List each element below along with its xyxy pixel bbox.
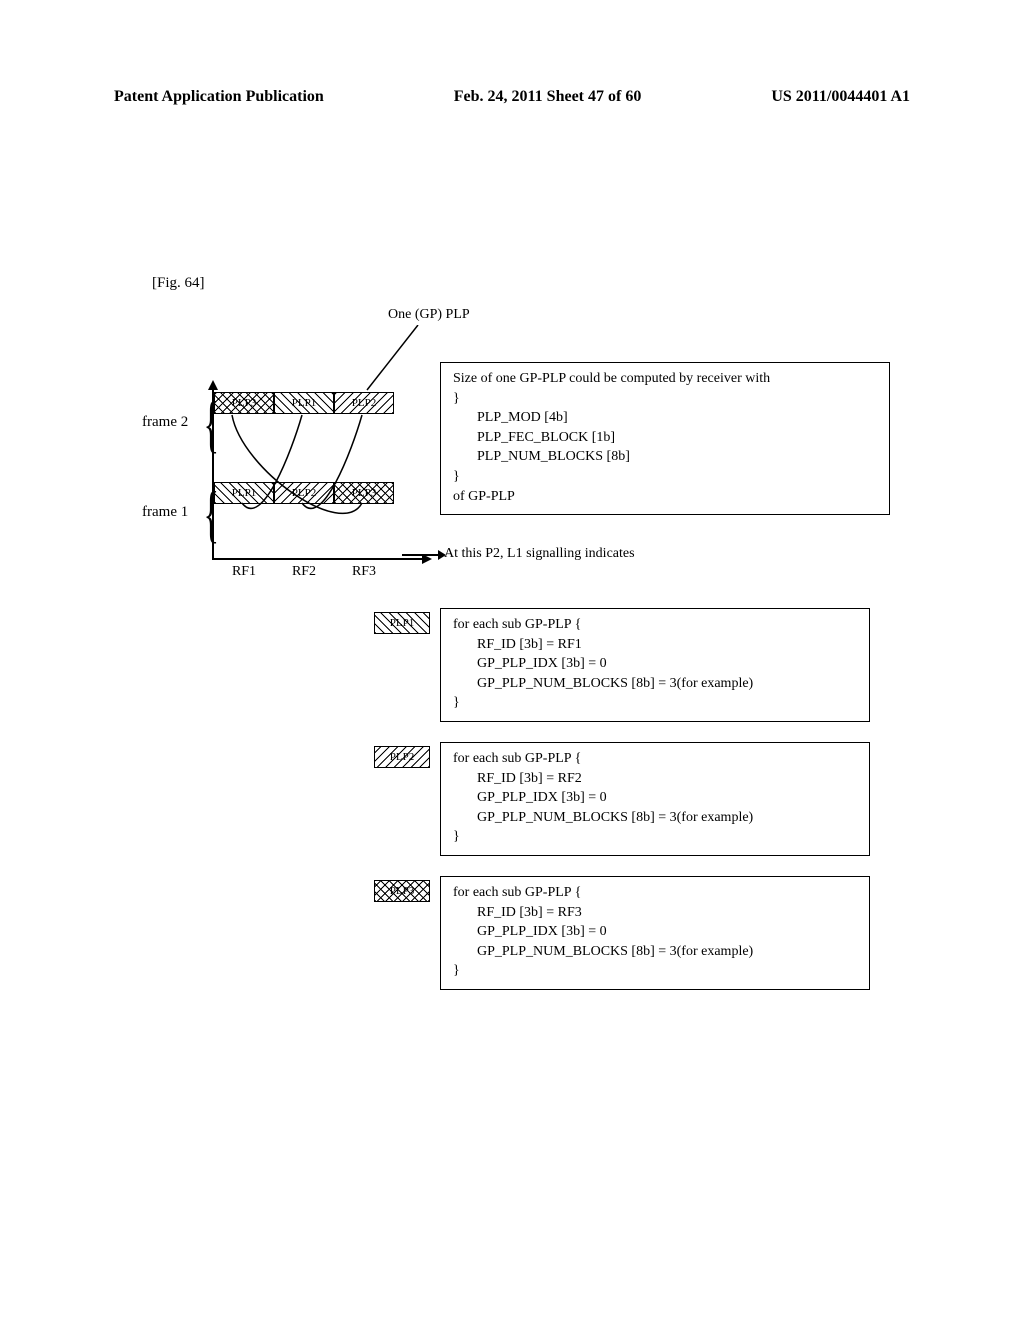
box3-l2: RF_ID [3b] = RF2 [453,769,857,789]
sub-plp3-box: for each sub GP-PLP { RF_ID [3b] = RF3 G… [440,876,870,990]
cell-f2-rf2-label: PLP1 [292,397,316,409]
legend-plp2: PLP2 [374,746,430,768]
cell-f1-rf1: PLP1 [214,482,274,504]
leader-line [302,325,422,393]
cell-f2-rf1: PLP3 [214,392,274,414]
page-header: Patent Application Publication Feb. 24, … [0,88,1024,106]
box2-l1: for each sub GP-PLP { [453,615,857,635]
rf1-label: RF1 [214,564,274,580]
rf2-label: RF2 [274,564,334,580]
cell-f1-rf1-label: PLP1 [232,487,256,499]
cell-f2-rf2: PLP1 [274,392,334,414]
legend-plp3-label: PLP3 [390,885,414,897]
box4-l5: } [453,961,857,981]
gp-plp-size-box: Size of one GP-PLP could be computed by … [440,362,890,515]
cell-f1-rf2-label: PLP2 [292,487,316,499]
box3-l3: GP_PLP_IDX [3b] = 0 [453,788,857,808]
sub-plp1-box: for each sub GP-PLP { RF_ID [3b] = RF1 G… [440,608,870,722]
l1-signalling-text: At this P2, L1 signalling indicates [444,546,635,562]
box1-l3: PLP_MOD [4b] [453,408,877,428]
header-left: Patent Application Publication [114,88,324,106]
legend-plp3: PLP3 [374,880,430,902]
box2-l3: GP_PLP_IDX [3b] = 0 [453,654,857,674]
figure-label: [Fig. 64] [152,275,205,292]
cell-f1-rf3-label: PLP3 [352,487,376,499]
legend-plp1-label: PLP1 [390,617,414,629]
cell-f1-rf2: PLP2 [274,482,334,504]
legend-plp1: PLP1 [374,612,430,634]
box4-l2: RF_ID [3b] = RF3 [453,903,857,923]
box4-l3: GP_PLP_IDX [3b] = 0 [453,922,857,942]
box1-l5: PLP_NUM_BLOCKS [8b] [453,447,877,467]
cell-f2-rf3: PLP2 [334,392,394,414]
box2-l4: GP_PLP_NUM_BLOCKS [8b] = 3(for example) [453,674,857,694]
sub-plp2-box: for each sub GP-PLP { RF_ID [3b] = RF2 G… [440,742,870,856]
l1-signalling-arrow [402,554,438,556]
cell-f2-rf3-label: PLP2 [352,397,376,409]
box3-l1: for each sub GP-PLP { [453,749,857,769]
frame1-label: frame 1 [142,504,188,521]
box2-l5: } [453,693,857,713]
one-gp-plp-label: One (GP) PLP [388,307,470,323]
cell-f1-rf3: PLP3 [334,482,394,504]
x-axis [212,558,422,560]
legend-plp2-label: PLP2 [390,751,414,763]
box3-l5: } [453,827,857,847]
header-right: US 2011/0044401 A1 [771,88,910,106]
cell-f2-rf1-label: PLP3 [232,397,256,409]
rf3-label: RF3 [334,564,394,580]
box1-l1: Size of one GP-PLP could be computed by … [453,369,877,389]
box3-l4: GP_PLP_NUM_BLOCKS [8b] = 3(for example) [453,808,857,828]
box1-l7: of GP-PLP [453,487,877,507]
box4-l4: GP_PLP_NUM_BLOCKS [8b] = 3(for example) [453,942,857,962]
box1-l4: PLP_FEC_BLOCK [1b] [453,428,877,448]
plp-curves [212,390,412,560]
box1-l2: } [453,389,877,409]
box4-l1: for each sub GP-PLP { [453,883,857,903]
header-center: Feb. 24, 2011 Sheet 47 of 60 [454,88,642,106]
frame2-label: frame 2 [142,414,188,431]
box2-l2: RF_ID [3b] = RF1 [453,635,857,655]
box1-l6: } [453,467,877,487]
